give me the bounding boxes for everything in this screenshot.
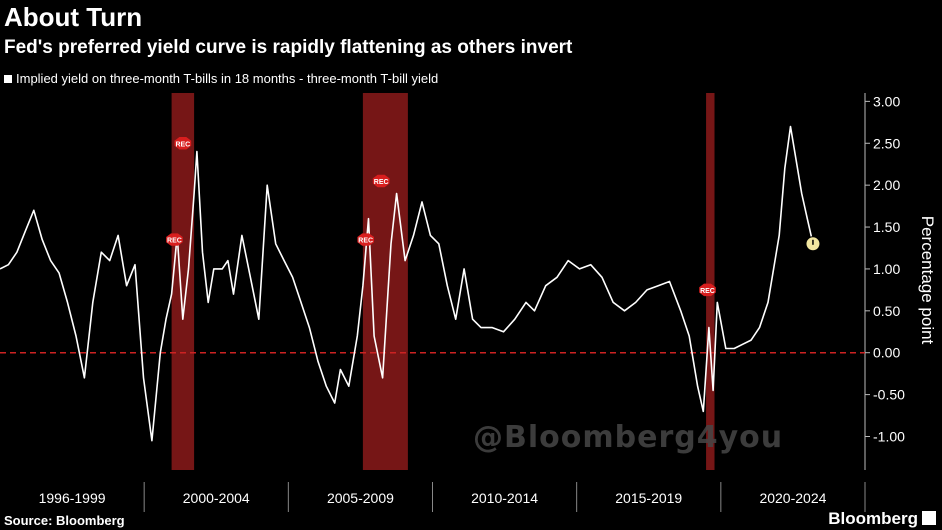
recession-band (706, 93, 715, 470)
series-line (0, 125, 814, 442)
x-tick-label: 2005-2009 (327, 490, 394, 506)
legend: Implied yield on three-month T-bills in … (4, 71, 438, 86)
recession-band (362, 93, 408, 470)
recession-marker (174, 137, 192, 150)
x-tick-label: 2010-2014 (471, 490, 538, 506)
brand-square-icon (922, 511, 936, 525)
y-tick-label: 0.50 (873, 303, 900, 319)
recession-marker-label: REC (374, 179, 389, 186)
chart-subtitle: Fed's preferred yield curve is rapidly f… (4, 37, 573, 58)
x-tick-label: 1996-1999 (39, 490, 106, 506)
recession-marker-label: REC (700, 288, 715, 295)
recession-marker-label: REC (175, 141, 190, 148)
recession-marker (357, 233, 374, 246)
legend-label: Implied yield on three-month T-bills in … (16, 71, 439, 86)
watermark: @Bloomberg4you (473, 420, 784, 455)
x-tick-label: 2015-2019 (615, 490, 682, 506)
legend-swatch (4, 74, 12, 83)
recession-marker (166, 233, 183, 246)
y-tick-label: -1.00 (873, 428, 905, 444)
recession-band (171, 93, 195, 470)
x-tick-label: 2000-2004 (183, 490, 250, 506)
recession-marker-label: REC (358, 238, 373, 245)
chart-title: About Turn (4, 2, 143, 32)
recession-marker (372, 174, 390, 188)
source-note: Source: Bloomberg (4, 513, 125, 528)
recession-marker-label: REC (167, 238, 182, 245)
brand-logo: Bloomberg (828, 509, 918, 528)
y-tick-label: 2.00 (873, 177, 900, 193)
y-tick-label: 1.50 (873, 219, 900, 235)
y-tick-label: -0.50 (873, 387, 905, 403)
y-tick-label: 2.50 (873, 135, 900, 151)
y-axis-title: Percentage point (918, 216, 937, 345)
recession-marker (699, 283, 716, 297)
x-tick-label: 2020-2024 (759, 490, 826, 506)
y-tick-label: 0.00 (873, 345, 900, 361)
y-tick-label: 1.00 (873, 261, 900, 277)
y-tick-label: 3.00 (873, 93, 900, 109)
